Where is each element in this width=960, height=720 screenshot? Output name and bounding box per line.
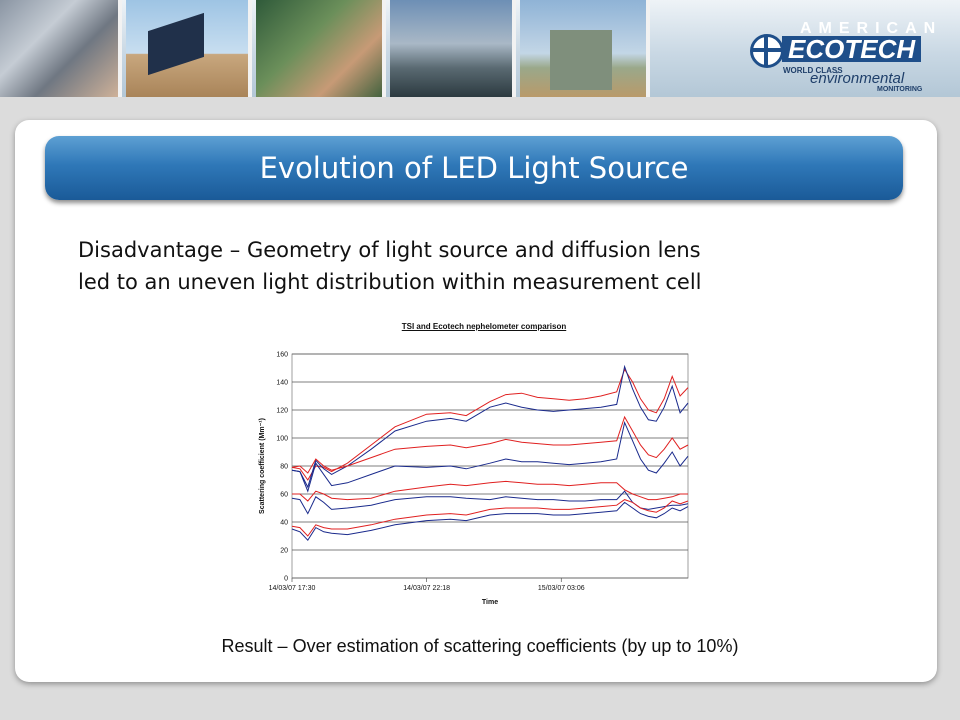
y-tick-label: 60 — [280, 492, 288, 499]
photo-rack-equipment — [0, 0, 122, 97]
x-tick-label: 14/03/07 22:18 — [403, 585, 450, 592]
series-line-3 — [291, 415, 689, 474]
series-line-6 — [291, 490, 689, 515]
y-tick-label: 140 — [276, 380, 288, 387]
company-logo: AMERICAN ECOTECH WORLD CLASS environment… — [650, 0, 960, 97]
logo-tagline-2: environmental — [810, 70, 905, 87]
subtitle-line-2: led to an uneven light distribution with… — [78, 270, 702, 294]
y-tick-label: 160 — [276, 352, 288, 359]
photo-instrument-cabinet — [390, 0, 516, 97]
header-banner: AMERICAN ECOTECH WORLD CLASS environment… — [0, 0, 960, 97]
logo-tagline-1: WORLD CLASS — [783, 66, 843, 75]
y-axis-label: Scattering coefficient (Mm⁻¹) — [259, 418, 266, 514]
slide-title: Evolution of LED Light Source — [259, 151, 689, 185]
logo-word-ecotech: ECOTECH — [782, 36, 922, 62]
photo-monitoring-station — [520, 0, 650, 97]
chart-title: TSI and Ecotech nephelometer comparison — [401, 322, 567, 331]
title-bar: Evolution of LED Light Source — [45, 136, 903, 200]
series-line-8 — [291, 501, 689, 542]
series-line-1 — [291, 368, 689, 481]
y-tick-label: 100 — [276, 436, 288, 443]
x-axis-label: Time — [482, 599, 498, 606]
y-tick-label: 80 — [280, 464, 288, 471]
globe-icon — [750, 34, 784, 68]
logo-word-american: AMERICAN — [800, 20, 943, 37]
y-tick-label: 120 — [276, 408, 288, 415]
y-tick-label: 20 — [280, 548, 288, 555]
photo-electronics-work — [256, 0, 386, 97]
series-line-5 — [292, 480, 688, 502]
y-tick-label: 0 — [284, 576, 288, 583]
logo-tagline-3: MONITORING — [877, 86, 923, 93]
series-line-7 — [291, 499, 689, 537]
result-text: Result – Over estimation of scattering c… — [221, 636, 739, 656]
series-line-4 — [291, 420, 689, 493]
x-tick-label: 15/03/07 03:06 — [538, 585, 585, 592]
chart: 0 20 40 60 80 100 120 140 160 14/03/07 17:30 14/03… — [259, 352, 689, 606]
photo-solar-panel — [126, 0, 252, 97]
y-tick-label: 40 — [280, 520, 288, 527]
x-tick-label: 14/03/07 17:30 — [269, 585, 316, 592]
slide-subtitle: Disadvantage – Geometry of light source … — [78, 234, 898, 298]
subtitle-line-1: Disadvantage – Geometry of light source … — [78, 238, 701, 262]
series-line-2 — [291, 364, 689, 489]
